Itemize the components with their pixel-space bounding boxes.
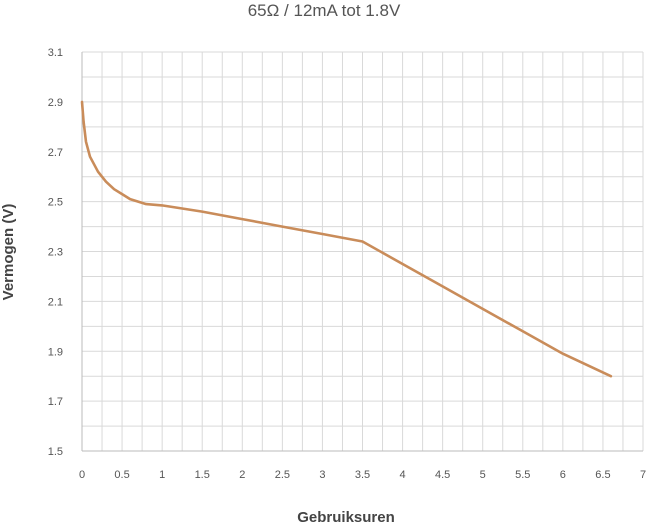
x-axis-ticks: 0 0.5 1 1.5 2 2.5 3 3.5 4 4.5 5 5.5 6 6.5 7 — [79, 469, 646, 481]
y-axis-title: Vermogen (V) — [0, 204, 17, 301]
x-tick-label: 1.5 — [195, 469, 210, 481]
x-tick-label: 5.5 — [515, 469, 530, 481]
x-tick-label: 2 — [239, 469, 245, 481]
x-axis-title: Gebruiksuren — [297, 509, 395, 523]
x-tick-label: 0.5 — [114, 469, 129, 481]
grid — [81, 51, 644, 452]
series-line — [80, 100, 613, 378]
y-tick-label: 2.7 — [48, 147, 63, 159]
x-tick-label: 3.5 — [355, 469, 370, 481]
series-layer — [80, 100, 613, 378]
x-tick-label: 4 — [400, 469, 406, 481]
chart-title: 65Ω / 12mA tot 1.8V — [247, 1, 401, 20]
x-tick-label: 6.5 — [595, 469, 610, 481]
x-tick-label: 7 — [640, 469, 646, 481]
x-tick-label: 0 — [79, 469, 85, 481]
y-tick-label: 3.1 — [48, 47, 63, 59]
x-tick-label: 4.5 — [435, 469, 450, 481]
x-tick-label: 3 — [319, 469, 325, 481]
y-tick-label: 2.1 — [48, 296, 63, 308]
x-tick-label: 1 — [159, 469, 165, 481]
y-tick-label: 2.3 — [48, 247, 63, 259]
y-tick-label: 1.9 — [48, 346, 63, 358]
y-tick-label: 2.5 — [48, 197, 63, 209]
y-tick-label: 1.7 — [48, 396, 63, 408]
x-tick-label: 5 — [480, 469, 486, 481]
y-tick-label: 2.9 — [48, 97, 63, 109]
y-axis-ticks: 1.5 1.7 1.9 2.1 2.3 2.5 2.7 2.9 3.1 — [48, 47, 63, 458]
y-tick-label: 1.5 — [48, 446, 63, 458]
x-tick-label: 2.5 — [275, 469, 290, 481]
x-tick-label: 6 — [560, 469, 566, 481]
